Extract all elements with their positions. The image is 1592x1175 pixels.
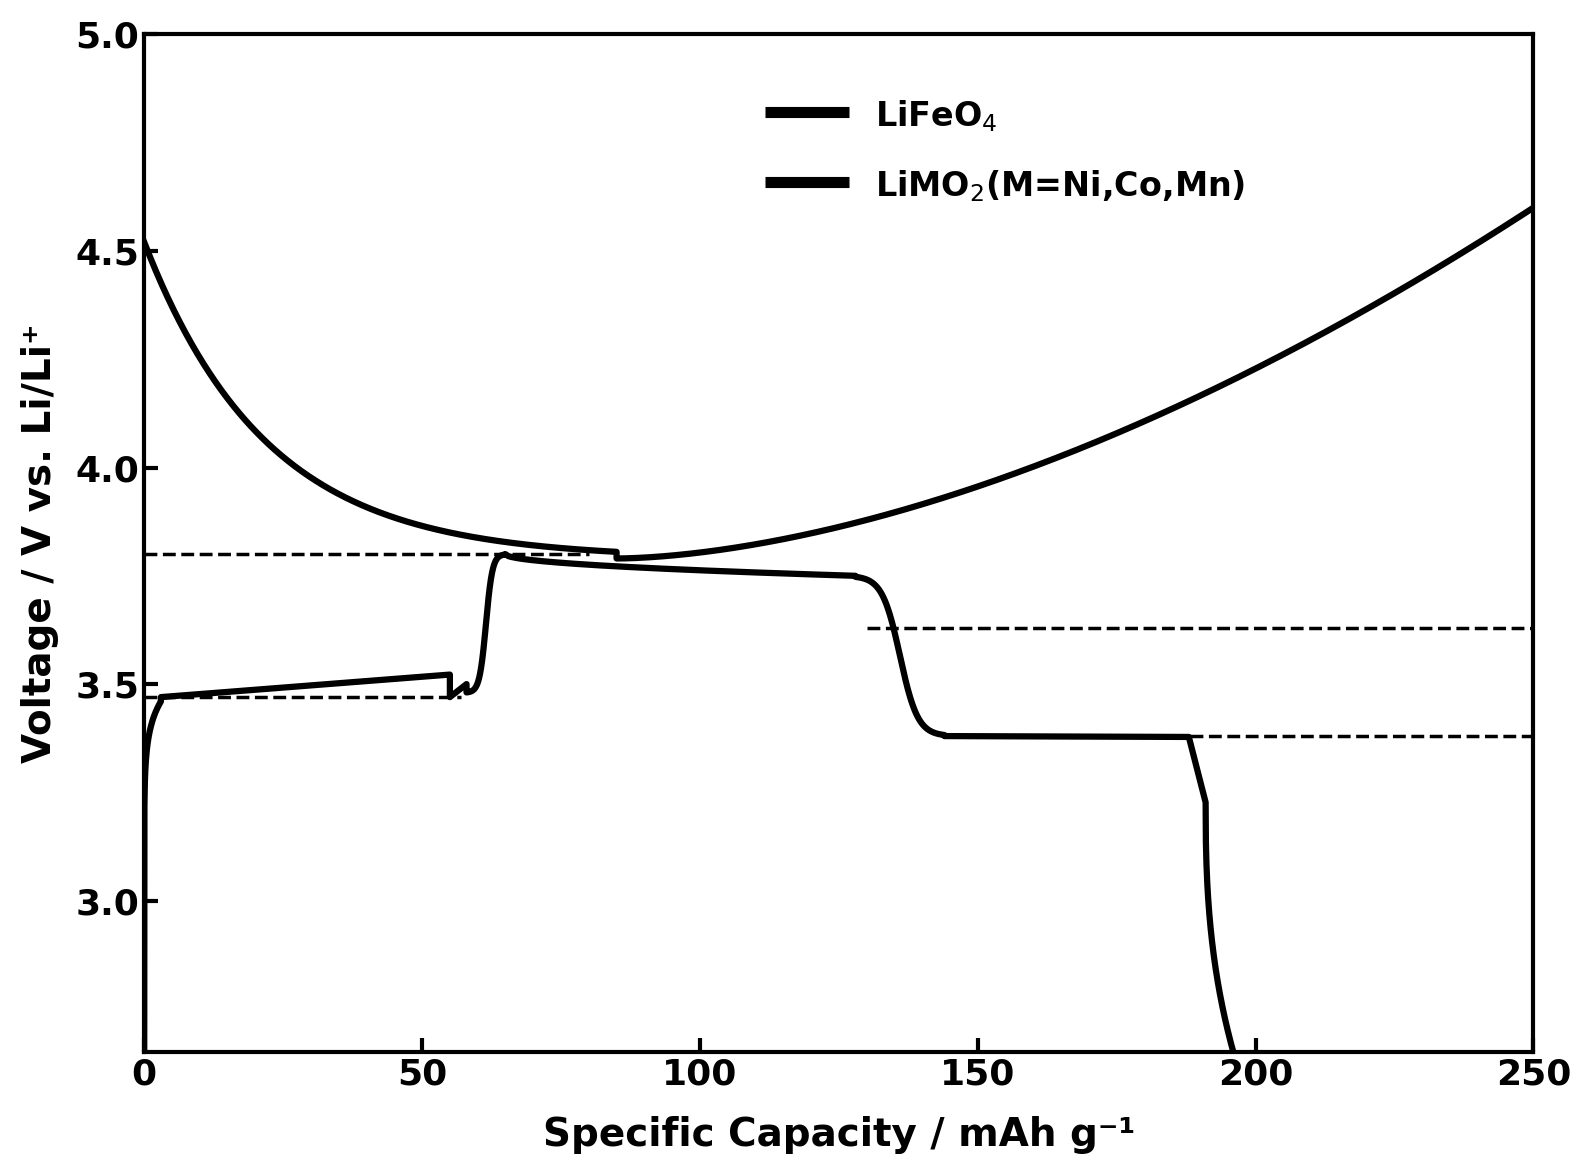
X-axis label: Specific Capacity / mAh g⁻¹: Specific Capacity / mAh g⁻¹ (543, 1116, 1135, 1154)
Legend: LiFeO$_4$, LiMO$_2$(M=Ni,Co,Mn): LiFeO$_4$, LiMO$_2$(M=Ni,Co,Mn) (748, 81, 1262, 220)
Y-axis label: Voltage / V vs. Li/Li⁺: Voltage / V vs. Li/Li⁺ (21, 323, 59, 763)
